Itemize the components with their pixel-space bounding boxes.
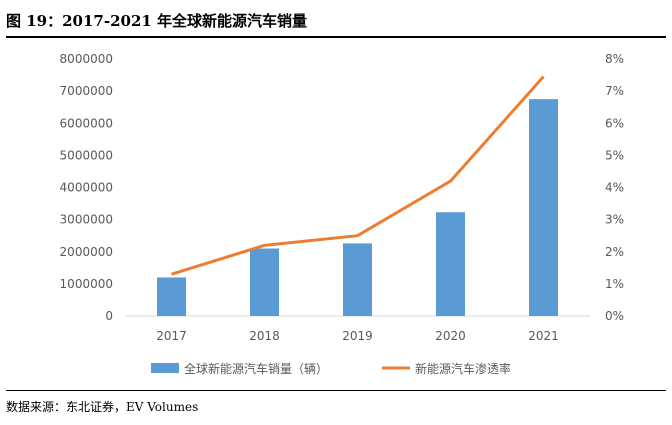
bar-2019 bbox=[343, 243, 372, 316]
bar-2021 bbox=[529, 99, 558, 316]
figure-title: 图 19：2017-2021 年全球新能源汽车销量 bbox=[6, 12, 308, 30]
y-axis-right: 0% 1% 2% 3% 4% 5% 6% 7% 8% bbox=[605, 52, 624, 323]
bar-series bbox=[157, 99, 558, 316]
legend: 全球新能源汽车销量（辆） 新能源汽车渗透率 bbox=[151, 361, 511, 376]
y-left-tick-label: 4000000 bbox=[60, 181, 113, 195]
y-right-tick-label: 7% bbox=[605, 84, 624, 98]
y-left-tick-label: 6000000 bbox=[60, 116, 113, 130]
y-right-tick-label: 2% bbox=[605, 245, 624, 259]
y-left-tick-label: 3000000 bbox=[60, 213, 113, 227]
title-rule bbox=[6, 36, 666, 38]
y-left-tick-label: 2000000 bbox=[60, 245, 113, 259]
x-tick-label: 2019 bbox=[342, 329, 373, 343]
x-tick-label: 2020 bbox=[435, 329, 466, 343]
source-rule bbox=[6, 390, 666, 391]
y-right-tick-label: 0% bbox=[605, 309, 624, 323]
y-left-tick-label: 5000000 bbox=[60, 148, 113, 162]
legend-bar-swatch bbox=[151, 363, 179, 373]
legend-line-label: 新能源汽车渗透率 bbox=[415, 361, 511, 376]
y-right-tick-label: 8% bbox=[605, 52, 624, 66]
y-right-tick-label: 4% bbox=[605, 181, 624, 195]
x-axis: 2017 2018 2019 2020 2021 bbox=[156, 329, 559, 343]
y-right-tick-label: 1% bbox=[605, 277, 624, 291]
y-left-tick-label: 1000000 bbox=[60, 277, 113, 291]
x-tick-label: 2017 bbox=[156, 329, 187, 343]
y-right-tick-label: 3% bbox=[605, 213, 624, 227]
x-tick-label: 2021 bbox=[528, 329, 559, 343]
legend-bar-label: 全球新能源汽车销量（辆） bbox=[184, 361, 328, 376]
y-left-tick-label: 8000000 bbox=[60, 52, 113, 66]
y-right-tick-label: 6% bbox=[605, 116, 624, 130]
penetration-line bbox=[171, 75, 545, 276]
y-axis-left: 0 1000000 2000000 3000000 4000000 5000000 6000… bbox=[60, 52, 113, 323]
y-left-tick-label: 7000000 bbox=[60, 84, 113, 98]
y-right-tick-label: 5% bbox=[605, 148, 624, 162]
y-left-tick-label: 0 bbox=[105, 309, 113, 323]
bar-2020 bbox=[436, 212, 465, 316]
bar-2017 bbox=[157, 277, 186, 316]
source-note: 数据来源：东北证券，EV Volumes bbox=[6, 400, 199, 414]
x-tick-label: 2018 bbox=[249, 329, 280, 343]
bar-2018 bbox=[250, 248, 279, 316]
